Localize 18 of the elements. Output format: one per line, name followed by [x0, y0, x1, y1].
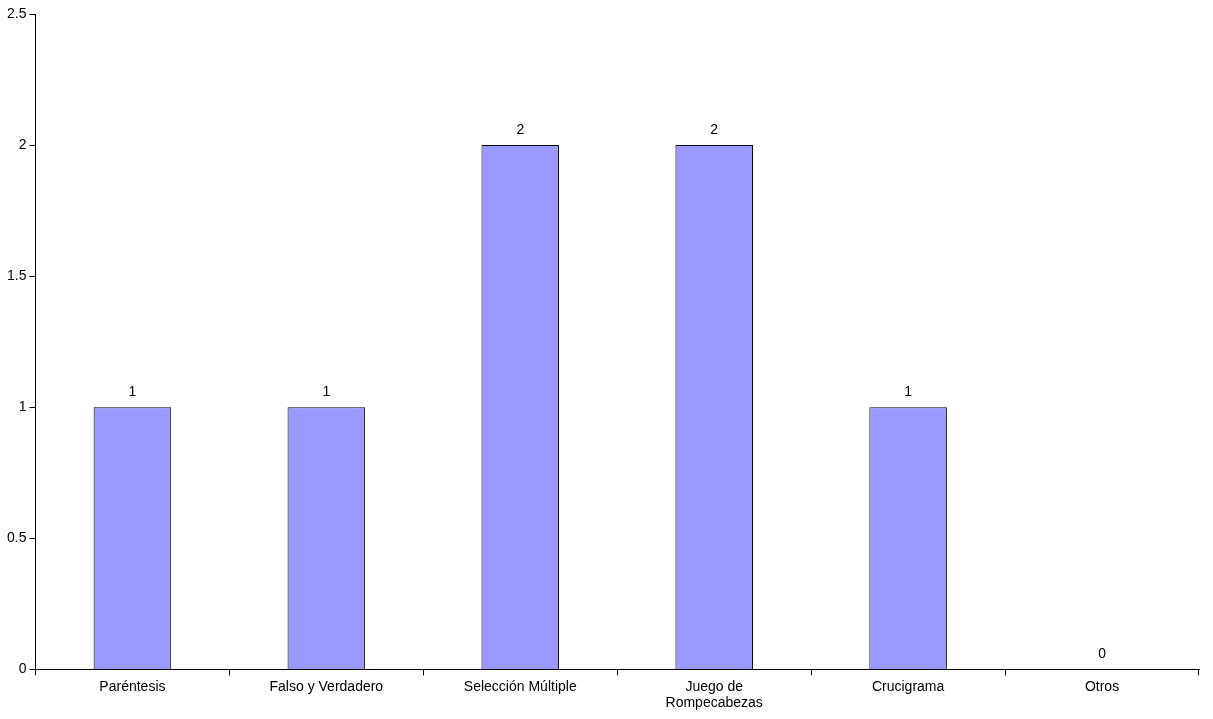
- data-label: 2: [516, 120, 525, 137]
- y-tick-label: 0.5: [6, 529, 27, 546]
- y-tick-label: 2.5: [6, 4, 27, 21]
- x-tick-label: Juego de Rompecabezas: [665, 677, 763, 711]
- data-label: 1: [904, 383, 913, 400]
- data-label: 0: [1098, 645, 1107, 662]
- data-label: 2: [710, 120, 719, 137]
- data-label: 1: [322, 383, 331, 400]
- y-tick-label: 1: [18, 398, 27, 415]
- data-label: 1: [128, 383, 137, 400]
- x-tick-label: Falso y Verdadero: [269, 677, 384, 694]
- x-tick-label: Otros: [1084, 677, 1120, 694]
- y-tick-label: 1.5: [6, 267, 27, 284]
- x-tick-label: Crucigrama: [871, 677, 945, 694]
- y-tick-label: 2: [18, 135, 27, 152]
- y-tick-label: 0: [18, 660, 27, 677]
- x-tick-label: Selección Múltiple: [463, 677, 577, 694]
- x-tick-label: Paréntesis: [99, 677, 166, 694]
